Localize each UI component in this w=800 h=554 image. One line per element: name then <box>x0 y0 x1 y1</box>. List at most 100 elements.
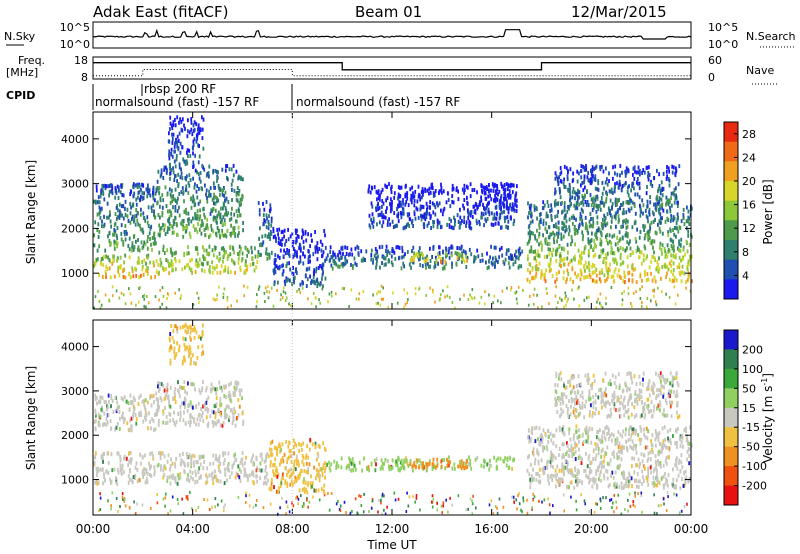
range-gate-cell <box>285 239 288 243</box>
range-gate-cell <box>299 243 302 248</box>
range-gate-cell <box>136 479 139 484</box>
range-gate-cell <box>194 262 197 267</box>
range-gate-cell <box>96 228 99 233</box>
range-gate-cell <box>673 187 676 192</box>
range-gate-cell <box>202 466 205 471</box>
noise-speckle-cell <box>526 511 529 515</box>
noise-speckle-cell <box>512 495 515 499</box>
range-gate-cell <box>597 207 600 212</box>
range-gate-cell <box>246 253 248 258</box>
range-gate-cell <box>113 246 116 251</box>
range-gate-cell <box>527 257 529 262</box>
noise-speckle-cell <box>284 299 287 303</box>
noise-speckle-cell <box>440 504 443 508</box>
noise-speckle-cell <box>663 502 665 506</box>
range-gate-cell <box>187 420 190 425</box>
range-gate-cell <box>237 233 239 238</box>
range-gate-cell <box>648 165 650 170</box>
range-gate-cell <box>94 411 97 416</box>
range-gate-cell <box>584 244 587 249</box>
range-gate-cell <box>239 461 242 465</box>
range-gate-cell <box>682 215 685 220</box>
range-gate-cell <box>270 216 273 221</box>
range-gate-cell <box>223 248 225 253</box>
range-gate-cell <box>198 127 200 132</box>
range-gate-cell <box>495 204 498 209</box>
range-gate-cell <box>380 464 383 469</box>
range-gate-cell <box>238 188 241 193</box>
range-gate-cell <box>440 186 443 190</box>
noise-speckle-cell <box>471 499 473 503</box>
range-gate-cell <box>458 252 461 257</box>
range-gate-cell <box>102 190 105 195</box>
range-gate-cell <box>170 259 173 264</box>
range-gate-cell <box>195 472 197 477</box>
range-gate-cell <box>187 330 189 334</box>
range-gate-cell <box>226 228 229 233</box>
range-gate-cell <box>110 393 112 398</box>
range-gate-cell <box>511 190 514 195</box>
range-gate-cell <box>265 458 267 463</box>
range-gate-cell <box>213 201 215 206</box>
range-gate-cell <box>242 419 245 424</box>
range-gate-cell <box>223 411 226 416</box>
range-gate-cell <box>205 388 207 393</box>
noise-speckle-cell <box>571 288 573 292</box>
range-gate-cell <box>198 217 201 222</box>
range-gate-cell <box>608 239 611 244</box>
range-gate-cell <box>174 208 177 213</box>
noise-speckle-cell <box>338 507 341 511</box>
range-gate-cell <box>596 273 598 278</box>
range-gate-cell <box>466 195 468 200</box>
range-gate-cell <box>543 276 546 281</box>
range-gate-cell <box>565 279 567 284</box>
range-gate-cell <box>216 196 218 201</box>
range-gate-cell <box>597 187 600 192</box>
noise-speckle-cell <box>159 306 161 309</box>
range-gate-cell <box>280 230 283 235</box>
range-gate-cell <box>606 177 608 182</box>
range-gate-cell <box>405 458 408 463</box>
range-gate-cell <box>190 117 193 122</box>
range-gate-cell <box>179 413 182 418</box>
range-gate-cell <box>307 470 309 475</box>
range-gate-cell <box>240 459 243 464</box>
range-gate-cell <box>209 211 212 216</box>
range-gate-cell <box>599 254 602 259</box>
range-gate-cell <box>96 481 99 486</box>
range-gate-cell <box>195 139 198 144</box>
range-gate-cell <box>555 258 558 263</box>
noise-speckle-cell <box>449 496 451 500</box>
range-gate-cell <box>344 245 346 250</box>
range-gate-cell <box>172 268 174 273</box>
range-gate-cell <box>147 205 150 210</box>
range-gate-cell <box>237 192 240 197</box>
range-gate-cell <box>674 196 677 201</box>
range-gate-cell <box>312 275 315 280</box>
range-gate-cell <box>597 228 599 233</box>
range-gate-cell <box>438 191 440 196</box>
noise-speckle-cell <box>656 512 658 516</box>
range-gate-cell <box>278 486 280 491</box>
noise-speckle-cell <box>354 497 357 501</box>
range-gate-cell <box>173 390 176 395</box>
range-gate-cell <box>227 200 230 205</box>
range-gate-cell <box>202 245 204 250</box>
range-gate-cell <box>214 245 217 250</box>
range-gate-cell <box>540 240 542 245</box>
range-gate-cell <box>158 405 160 409</box>
range-gate-cell <box>160 172 163 177</box>
noise-speckle-cell <box>156 501 159 505</box>
range-gate-cell <box>157 213 160 217</box>
range-gate-cell <box>147 253 150 258</box>
range-gate-cell <box>673 275 676 280</box>
range-gate-cell <box>419 257 421 261</box>
noise-speckle-cell <box>121 495 124 499</box>
range-gate-cell <box>606 212 609 217</box>
range-gate-cell <box>600 239 603 244</box>
range-gate-cell <box>556 214 559 218</box>
range-gate-cell <box>439 257 442 261</box>
range-gate-cell <box>162 420 165 425</box>
range-gate-cell <box>628 200 631 205</box>
range-gate-cell <box>112 410 115 415</box>
